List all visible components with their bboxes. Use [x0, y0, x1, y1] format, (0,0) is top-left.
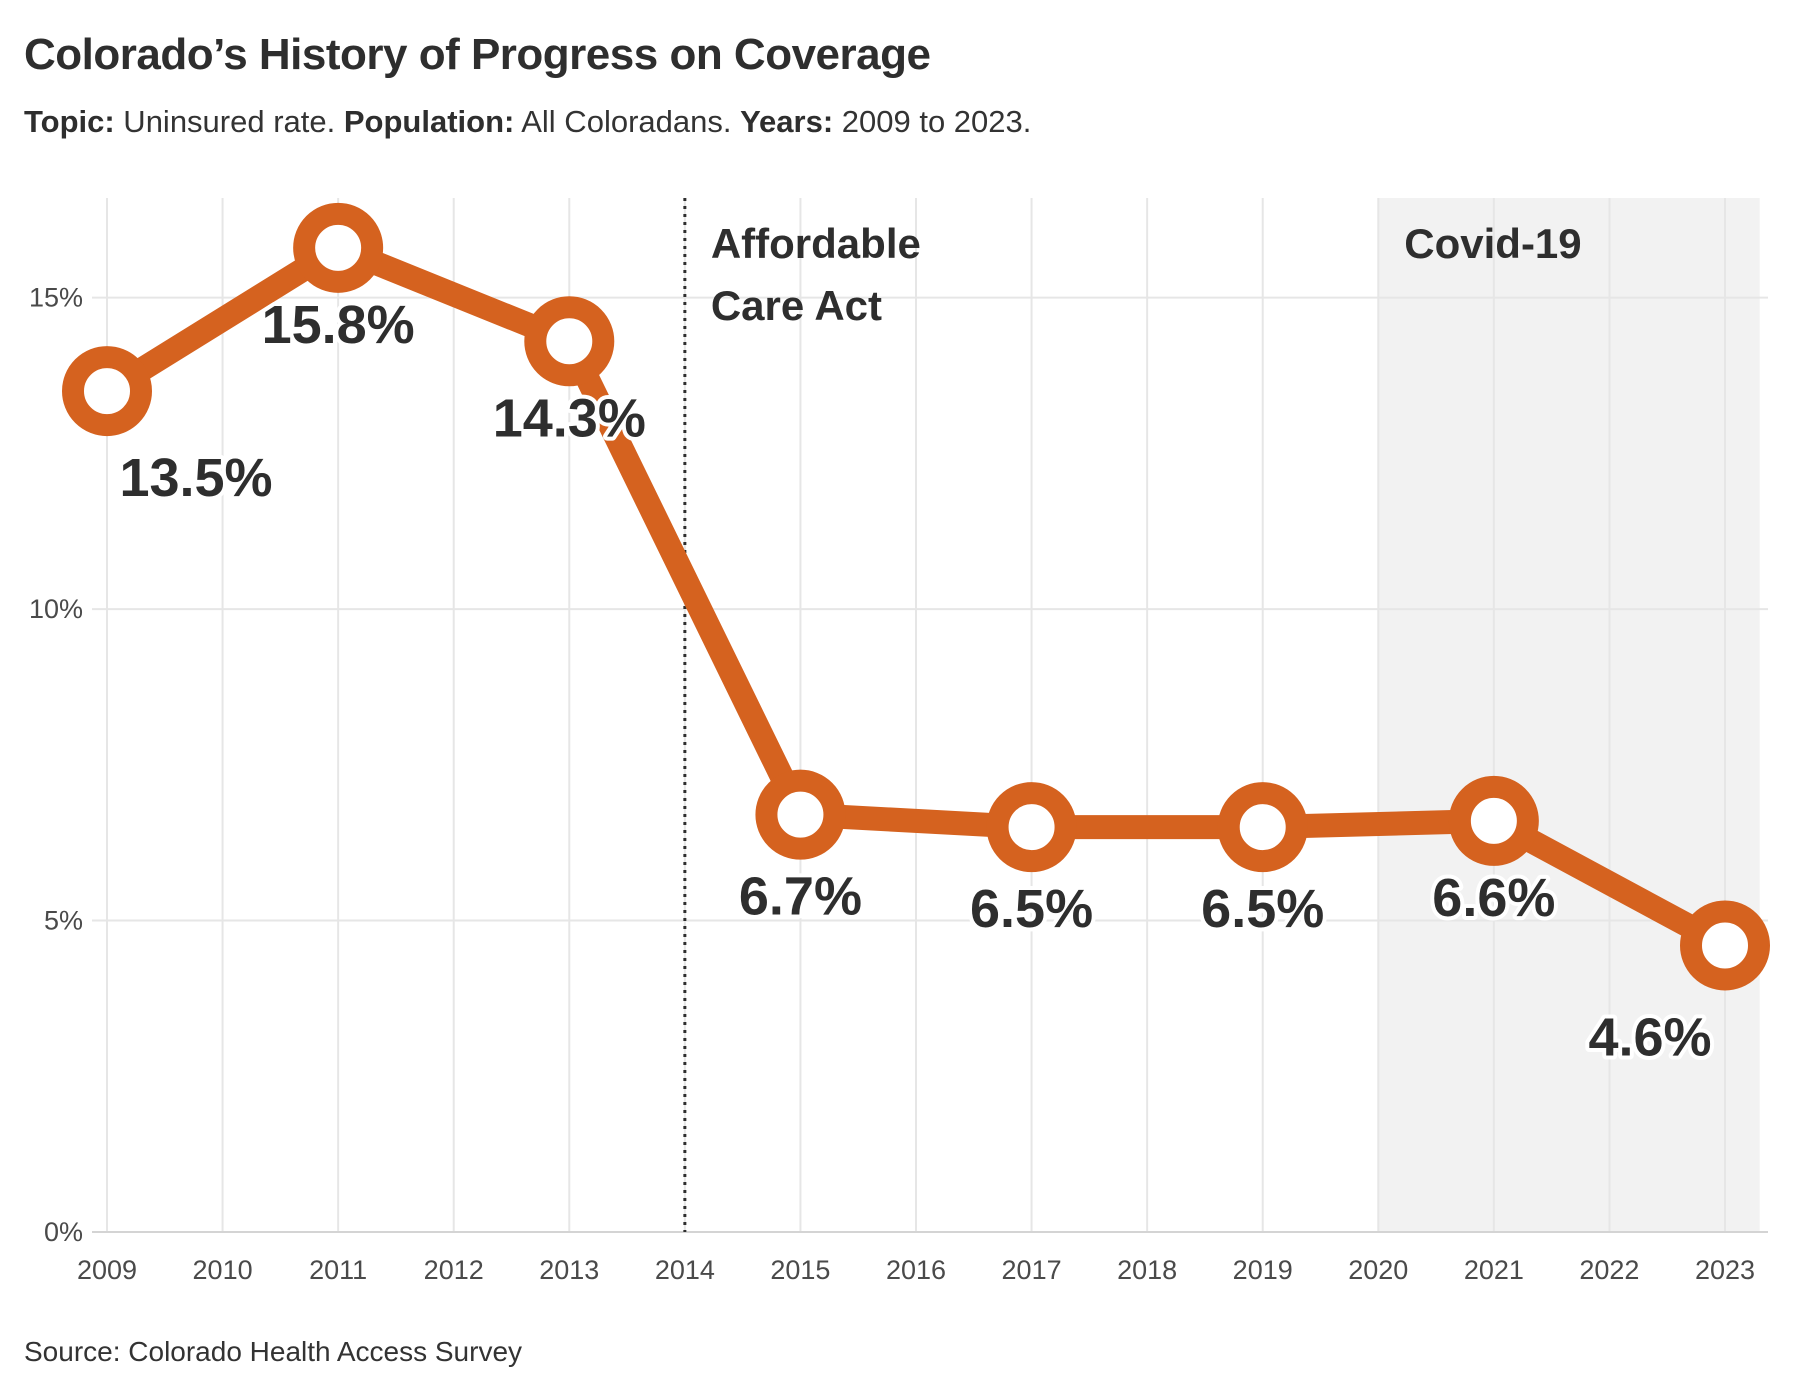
x-tick-label: 2014	[655, 1255, 715, 1285]
source-note: Source: Colorado Health Access Survey	[24, 1336, 523, 1367]
aca-annotation-line2: Care Act	[711, 282, 882, 329]
population-label: Population:	[343, 104, 515, 139]
x-tick-label: 2011	[309, 1255, 367, 1285]
y-tick-label: 0%	[44, 1217, 83, 1247]
covid-band	[1378, 198, 1760, 1232]
axis-layer: 2009 2010 2011 2012 2013 2014 2015 2016 2017 2018…	[29, 283, 1768, 1285]
x-tick-label: 2020	[1348, 1255, 1408, 1285]
series-layer	[62, 202, 1770, 991]
data-label: 14.3%	[493, 388, 646, 448]
x-tick-label: 2021	[1464, 1255, 1524, 1285]
x-tick-label: 2010	[193, 1255, 253, 1285]
covid-band-layer	[1378, 198, 1760, 1232]
x-tick-label: 2016	[886, 1255, 946, 1285]
annotation-layer: Affordable Care Act Covid-19	[683, 198, 1582, 1232]
y-tick-label: 5%	[44, 906, 83, 936]
data-label: 6.7%	[739, 867, 862, 927]
x-tick-label: 2023	[1695, 1255, 1755, 1285]
y-tick-label: 15%	[29, 283, 83, 313]
data-point-marker	[1448, 775, 1539, 866]
topic-value: Uninsured rate.	[114, 104, 344, 139]
chart-title: Colorado’s History of Progress on Covera…	[24, 30, 931, 79]
x-tick-label: 2019	[1233, 1255, 1293, 1285]
population-value: All Coloradans.	[514, 104, 741, 139]
x-tick-label: 2017	[1002, 1255, 1062, 1285]
aca-annotation-line1: Affordable	[711, 220, 921, 267]
data-label: 13.5%	[119, 448, 272, 508]
x-tick-label: 2013	[539, 1255, 599, 1285]
data-label: 6.5%	[970, 879, 1093, 939]
data-label: 15.8%	[262, 295, 415, 355]
x-tick-label: 2012	[424, 1255, 484, 1285]
years-value: 2009 to 2023.	[833, 104, 1032, 139]
data-point-marker	[62, 346, 152, 437]
data-point-marker	[1217, 782, 1308, 873]
data-label: 6.5%	[1201, 879, 1324, 939]
data-label: 4.6%	[1588, 1007, 1711, 1067]
y-tick-label: 10%	[29, 594, 83, 624]
x-tick-label: 2022	[1579, 1255, 1639, 1285]
x-tick-label: 2015	[770, 1255, 830, 1285]
data-label: 6.6%	[1432, 868, 1555, 928]
data-point-marker	[755, 769, 846, 860]
data-point-marker	[293, 202, 384, 293]
uninsured-rate-line-chart: 2009 2010 2011 2012 2013 2014 2015 2016 2017 2018…	[29, 198, 1770, 1285]
grid-layer	[92, 198, 1768, 1233]
years-label: Years:	[740, 104, 834, 139]
data-point-marker	[524, 296, 615, 387]
data-point-marker	[986, 782, 1077, 873]
x-tick-label: 2018	[1117, 1255, 1177, 1285]
x-tick-label: 2009	[77, 1255, 137, 1285]
chart-subtitle: Topic: Uninsured rate. Population: All C…	[24, 104, 1031, 140]
data-label-layer: 13.5% 15.8% 14.3% 6.7% 6.5% 6.5% 6.6% 4.6%	[115, 291, 1715, 1072]
covid-annotation: Covid-19	[1404, 220, 1581, 267]
data-point-marker	[1680, 900, 1770, 991]
topic-label: Topic:	[24, 104, 115, 139]
